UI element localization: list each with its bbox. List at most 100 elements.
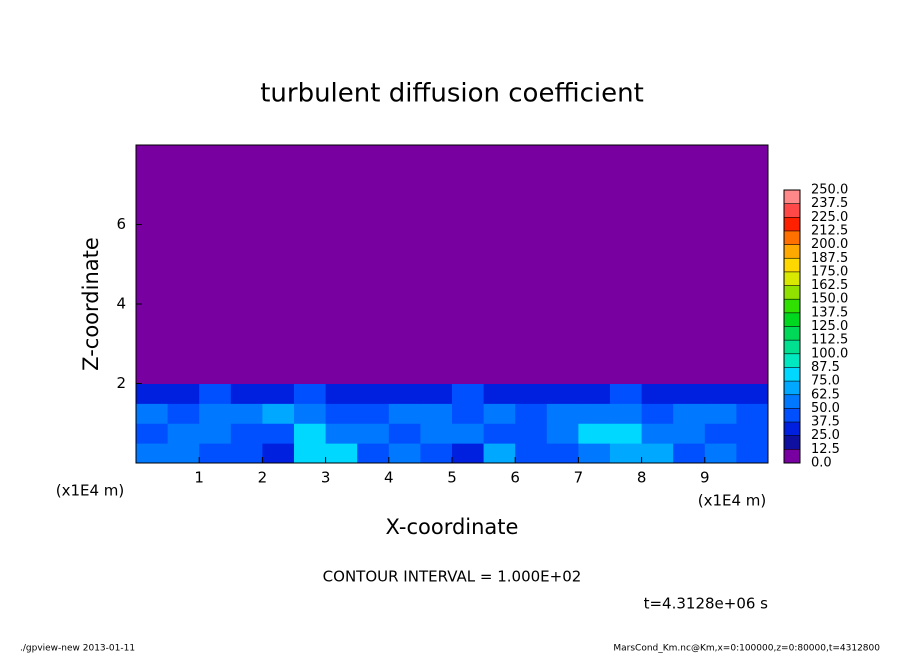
cell xyxy=(704,383,737,404)
x-tick-label: 4 xyxy=(384,469,394,487)
cell xyxy=(262,443,295,464)
cell xyxy=(515,423,548,444)
x-axis-label: X-coordinate xyxy=(386,515,519,539)
colorbar-swatch xyxy=(784,381,800,395)
x-tick-label: 7 xyxy=(574,469,584,487)
cell xyxy=(388,403,421,424)
cell xyxy=(136,423,169,444)
x-unit: (x1E4 m) xyxy=(56,482,125,500)
cell xyxy=(325,443,358,464)
colorbar-swatch xyxy=(784,353,800,368)
colorbar-swatch xyxy=(784,230,800,245)
cell xyxy=(483,145,516,384)
cell xyxy=(136,443,169,464)
cell xyxy=(546,403,579,424)
cell xyxy=(167,403,200,424)
cell xyxy=(325,145,358,384)
x-tick-label: 2 xyxy=(258,469,268,487)
cell xyxy=(167,145,200,384)
cell xyxy=(578,145,611,384)
cell xyxy=(420,443,453,464)
cell xyxy=(388,443,421,464)
cell xyxy=(199,403,232,424)
cell xyxy=(325,423,358,444)
cell xyxy=(515,443,548,464)
cell xyxy=(230,423,263,444)
cell xyxy=(357,383,390,404)
cell xyxy=(420,403,453,424)
colorbar-swatch xyxy=(784,299,800,313)
cell xyxy=(230,145,263,384)
cell xyxy=(325,403,358,424)
cell xyxy=(704,443,737,464)
cell xyxy=(262,403,295,424)
x-tick-label: 9 xyxy=(700,469,710,487)
cell xyxy=(262,383,295,404)
cell xyxy=(578,443,611,464)
colorbar-swatch xyxy=(784,367,800,382)
colorbar-label: 137.5 xyxy=(811,305,848,320)
cell xyxy=(230,443,263,464)
cell xyxy=(736,443,769,464)
footer: ./gpview-new 2013-01-11 xyxy=(20,644,135,654)
colorbar-swatch xyxy=(784,340,800,354)
cell xyxy=(736,383,769,404)
cell xyxy=(546,383,579,404)
cell xyxy=(736,403,769,424)
cell xyxy=(673,383,706,404)
cell xyxy=(641,423,674,444)
colorbar-swatch xyxy=(784,394,800,409)
cell xyxy=(483,423,516,444)
colorbar-label: 100.0 xyxy=(811,346,848,361)
colorbar-label: 212.5 xyxy=(811,223,848,238)
cell xyxy=(294,443,327,464)
cell xyxy=(704,145,737,384)
colorbar-label: 25.0 xyxy=(811,428,840,443)
cell xyxy=(673,145,706,384)
colorbar-label: 225.0 xyxy=(811,210,848,225)
cell xyxy=(546,443,579,464)
cell xyxy=(610,383,643,404)
cell xyxy=(294,145,327,384)
cell xyxy=(704,403,737,424)
cell xyxy=(673,443,706,464)
cell xyxy=(230,383,263,404)
colorbar-swatch xyxy=(784,271,800,286)
contour-note: CONTOUR INTERVAL = 1.000E+02 xyxy=(323,568,582,586)
footer: MarsCond_Km.nc@Km,x=0:100000,z=0:80000,t… xyxy=(613,644,880,654)
y-tick-label: 4 xyxy=(116,295,126,313)
colorbar-swatch xyxy=(784,258,800,272)
cell xyxy=(610,423,643,444)
x-tick-label: 3 xyxy=(321,469,331,487)
cell xyxy=(167,423,200,444)
cell xyxy=(420,145,453,384)
cell xyxy=(357,443,390,464)
time-label: t=4.3128e+06 s xyxy=(644,595,769,613)
colorbar-label: 12.5 xyxy=(811,442,840,457)
colorbar-label: 125.0 xyxy=(811,319,848,334)
cell xyxy=(388,423,421,444)
cell xyxy=(641,383,674,404)
cell xyxy=(388,145,421,384)
colorbar-swatch xyxy=(784,285,800,300)
x-tick-label: 6 xyxy=(510,469,520,487)
colorbar-label: 175.0 xyxy=(811,264,848,279)
colorbar-swatch xyxy=(784,408,800,423)
cell xyxy=(199,145,232,384)
cell xyxy=(294,403,327,424)
cell xyxy=(610,403,643,424)
colorbar-label: 0.0 xyxy=(811,456,832,471)
x-unit: (x1E4 m) xyxy=(698,492,767,510)
colorbar-label: 150.0 xyxy=(811,292,848,307)
colorbar-label: 87.5 xyxy=(811,360,840,375)
colorbar-label: 62.5 xyxy=(811,387,840,402)
cell xyxy=(388,383,421,404)
cell xyxy=(262,423,295,444)
cell xyxy=(294,423,327,444)
cell xyxy=(452,423,485,444)
cell xyxy=(420,383,453,404)
y-tick-label: 6 xyxy=(116,215,126,233)
cell xyxy=(167,443,200,464)
